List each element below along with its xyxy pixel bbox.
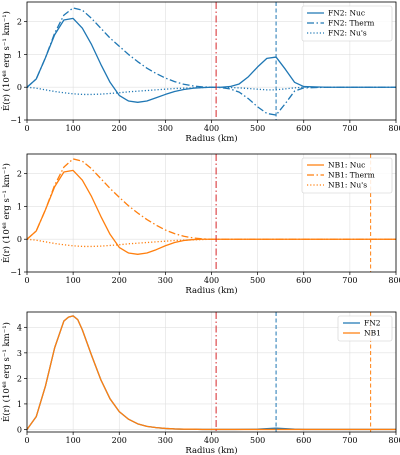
x-tick-label: 100 bbox=[65, 276, 80, 285]
y-tick-label: 2 bbox=[17, 374, 22, 383]
x-tick-label: 200 bbox=[112, 276, 127, 285]
chart-panel-3: 0 100 200 300 400 500 600 700 800 0 1 2 3 4 Radius (km… bbox=[0, 311, 400, 455]
x-tick-label: 700 bbox=[342, 436, 357, 445]
x-axis-label: Radius (km) bbox=[185, 445, 237, 455]
y-tick-label: −1 bbox=[10, 116, 22, 125]
series-line-1-2 bbox=[27, 7, 396, 116]
x-tick-label: 200 bbox=[112, 124, 127, 133]
legend-label: FN2: Nu's bbox=[328, 29, 367, 38]
x-tick-label: 100 bbox=[65, 124, 80, 133]
legend-label: NB1: Nuc bbox=[328, 161, 365, 170]
y-axis-label: Ė(r) (10⁴⁸ erg s⁻¹ km⁻¹) bbox=[0, 322, 12, 422]
y-tick-label: 1 bbox=[17, 400, 22, 409]
x-axis-label: Radius (km) bbox=[185, 133, 237, 144]
y-tick-label: 2 bbox=[17, 18, 22, 27]
x-tick-label: 500 bbox=[250, 124, 265, 133]
series-line-2-1 bbox=[27, 169, 396, 255]
y-tick-label: 0 bbox=[17, 425, 22, 434]
x-tick-label: 200 bbox=[112, 436, 127, 445]
x-tick-label: 400 bbox=[204, 436, 219, 445]
x-tick-label: 700 bbox=[342, 276, 357, 285]
legend-box bbox=[301, 5, 393, 42]
x-tick-label: 800 bbox=[388, 124, 400, 133]
x-tick-label: 0 bbox=[24, 276, 29, 285]
y-tick-label: 1 bbox=[17, 202, 22, 211]
series-line-2-2 bbox=[27, 158, 396, 240]
x-tick-label: 300 bbox=[158, 276, 173, 285]
y-tick-label: 4 bbox=[17, 323, 22, 332]
y-tick-label: −1 bbox=[10, 268, 22, 277]
y-tick-label: 0 bbox=[17, 235, 22, 244]
x-tick-label: 800 bbox=[388, 276, 400, 285]
x-tick-label: 400 bbox=[204, 124, 219, 133]
legend-label: FN2 bbox=[364, 319, 381, 328]
legend-label: NB1: Nu's bbox=[328, 181, 367, 190]
y-axis-label: Ė(r) (10⁴⁸ erg s⁻¹ km⁻¹) bbox=[0, 163, 12, 263]
x-axis-label: Radius (km) bbox=[185, 285, 237, 296]
y-tick-label: 3 bbox=[17, 349, 22, 358]
x-tick-label: 800 bbox=[388, 436, 400, 445]
legend-label: FN2: Therm bbox=[328, 19, 374, 28]
x-tick-label: 500 bbox=[250, 436, 265, 445]
y-axis-label: Ė(r) (10⁴⁸ erg s⁻¹ km⁻¹) bbox=[0, 11, 12, 111]
x-tick-label: 100 bbox=[65, 436, 80, 445]
x-tick-label: 600 bbox=[296, 436, 311, 445]
y-tick-label: 1 bbox=[17, 50, 22, 59]
x-tick-label: 0 bbox=[24, 124, 29, 133]
legend-label: FN2: Nuc bbox=[328, 9, 365, 18]
y-tick-label: 2 bbox=[17, 170, 22, 179]
x-tick-label: 500 bbox=[250, 276, 265, 285]
x-tick-label: 600 bbox=[296, 124, 311, 133]
series-line-1-3 bbox=[27, 86, 396, 96]
series-line-3-2 bbox=[27, 315, 396, 431]
legend-label: NB1: Therm bbox=[328, 171, 375, 180]
legend-box bbox=[337, 315, 393, 342]
legend-box bbox=[301, 157, 393, 194]
x-tick-label: 0 bbox=[24, 436, 29, 445]
x-tick-label: 400 bbox=[204, 276, 219, 285]
x-tick-label: 300 bbox=[158, 436, 173, 445]
x-tick-label: 300 bbox=[158, 124, 173, 133]
y-tick-label: 0 bbox=[17, 83, 22, 92]
x-tick-label: 600 bbox=[296, 276, 311, 285]
series-line-1-1 bbox=[27, 17, 396, 103]
legend-label: NB1 bbox=[364, 329, 381, 338]
x-tick-label: 700 bbox=[342, 124, 357, 133]
